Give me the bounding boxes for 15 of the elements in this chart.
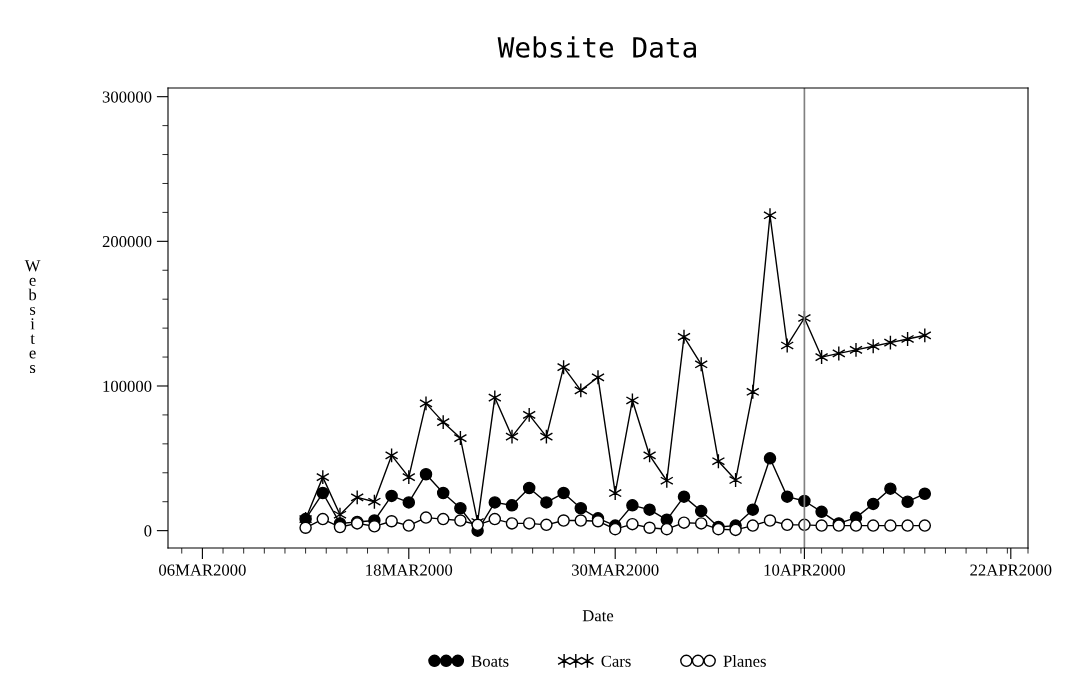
x-tick-label: 06MAR2000 [159,564,246,576]
x-tick-label: 30MAR2000 [572,564,659,576]
x-tick-label: 10APR2000 [764,564,845,576]
legend-label: Cars [601,655,631,667]
chart-title: Website Data [497,36,696,58]
legend-label: Boats [471,655,509,667]
y-axis-title: Websites [24,260,41,374]
y-tick-label: 200000 [102,236,152,248]
x-axis-title: Date [582,610,614,622]
x-tick-label: 18MAR2000 [366,564,453,576]
x-tick-label: 22APR2000 [970,564,1052,576]
legend-label: Planes [723,655,766,667]
y-tick-label: 300000 [102,91,152,103]
y-tick-label: 0 [144,525,152,537]
y-tick-label: 100000 [103,380,152,392]
